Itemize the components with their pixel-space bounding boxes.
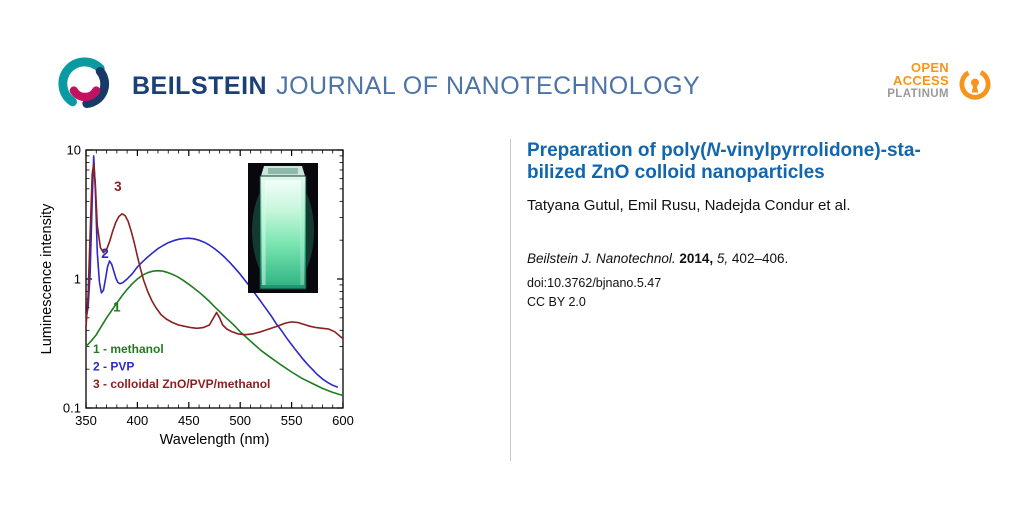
svg-text:1: 1 xyxy=(74,272,81,287)
open-access-badge: OPEN ACCESS PLATINUM xyxy=(887,60,994,102)
article-meta: Preparation of poly(N-vinylpyrrolidone)-… xyxy=(527,140,1007,309)
article-license: CC BY 2.0 xyxy=(527,295,586,309)
svg-text:3 - colloidal ZnO/PVP/methanol: 3 - colloidal ZnO/PVP/methanol xyxy=(93,377,270,391)
svg-text:3: 3 xyxy=(114,179,122,194)
svg-text:550: 550 xyxy=(281,413,303,428)
graphical-abstract: 0.1 1 10 350 400 450 500 550 600 Wavelength (nm) L… xyxy=(38,133,388,468)
svg-text:Luminescence intensity: Luminescence intensity xyxy=(39,203,55,354)
vertical-divider xyxy=(510,139,511,461)
svg-text:0.1: 0.1 xyxy=(63,401,81,416)
cuvette-photo-inset xyxy=(248,163,318,293)
svg-text:350: 350 xyxy=(75,413,97,428)
article-doi: doi:10.3762/bjnano.5.47 xyxy=(527,276,662,290)
open-access-text: OPEN ACCESS PLATINUM xyxy=(887,61,949,102)
svg-text:450: 450 xyxy=(178,413,200,428)
svg-text:600: 600 xyxy=(332,413,354,428)
svg-text:2 - PVP: 2 - PVP xyxy=(93,360,134,374)
beilstein-logo xyxy=(58,57,110,108)
journal-brand: BEILSTEIN JOURNAL OF NANOTECHNOLOGY xyxy=(132,72,700,101)
svg-text:1 - methanol: 1 - methanol xyxy=(93,342,164,356)
svg-text:500: 500 xyxy=(229,413,251,428)
article-title-line2: bilized ZnO colloid nanoparticles xyxy=(527,161,825,183)
article-citation: Beilstein J. Nanotechnol. 2014, 5, 402–4… xyxy=(527,251,789,266)
svg-text:Wavelength (nm): Wavelength (nm) xyxy=(160,432,270,448)
luminescence-chart: 0.1 1 10 350 400 450 500 550 600 Wavelength (nm) L… xyxy=(39,143,354,449)
article-authors: Tatyana Gutul, Emil Rusu, Nadejda Condur… xyxy=(527,197,851,214)
article-title-line1: Preparation of poly(N-vinylpyrrolidone)-… xyxy=(527,140,921,161)
open-access-line1: OPEN xyxy=(910,59,949,75)
svg-text:10: 10 xyxy=(67,143,81,158)
open-access-line3: PLATINUM xyxy=(887,87,949,100)
article-title: Preparation of poly(N-vinylpyrrolidone)-… xyxy=(527,140,1007,183)
brand-journal-name: JOURNAL OF NANOTECHNOLOGY xyxy=(276,72,701,100)
svg-text:1: 1 xyxy=(113,299,121,314)
brand-beilstein: BEILSTEIN xyxy=(132,72,268,100)
open-access-line2: ACCESS xyxy=(893,73,949,89)
open-lock-icon xyxy=(959,68,991,100)
svg-text:400: 400 xyxy=(127,413,149,428)
svg-text:2: 2 xyxy=(101,246,109,261)
